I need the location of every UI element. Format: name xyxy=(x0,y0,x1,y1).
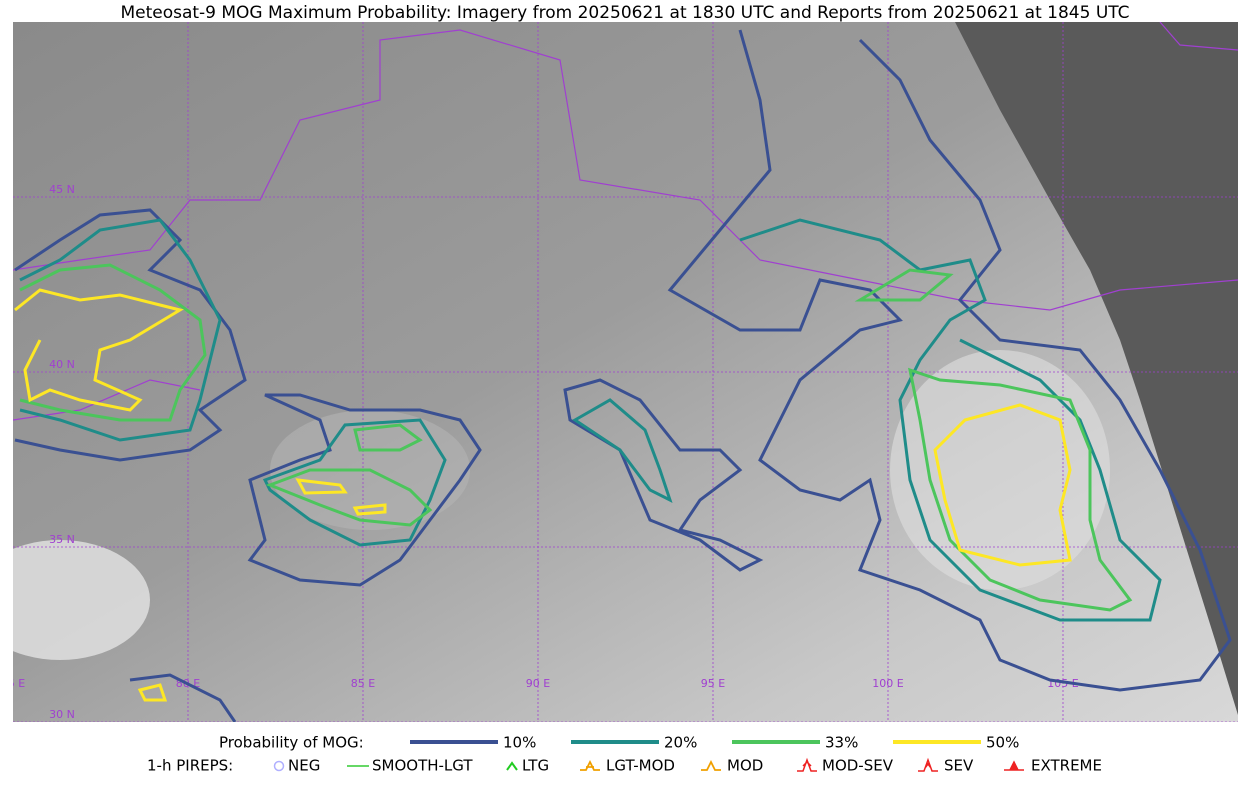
pirep-label: EXTREME xyxy=(1031,757,1102,775)
legend-title: Probability of MOG: xyxy=(219,734,364,752)
contour-50 xyxy=(933,403,1072,567)
pirep-label: SEV xyxy=(944,757,974,775)
icon-sev xyxy=(918,757,938,772)
pireps-title: 1-h PIREPS: xyxy=(147,757,233,775)
title: Meteosat-9 MOG Maximum Probability: Imag… xyxy=(120,3,1129,23)
pirep-label: LGT-MOD xyxy=(606,757,675,775)
contour-33 xyxy=(19,263,207,422)
contour-20 xyxy=(739,218,1162,622)
legend-label: 20% xyxy=(664,734,697,752)
contour-50 xyxy=(352,503,387,516)
contour-50 xyxy=(137,683,168,702)
pirep-label: MOD-SEV xyxy=(822,757,894,775)
icon-ltg xyxy=(506,761,518,771)
legend-label: 10% xyxy=(503,734,536,752)
contour-33 xyxy=(908,367,1133,612)
icon-extreme xyxy=(1004,760,1024,771)
contour-10 xyxy=(14,208,247,462)
legend-label: 50% xyxy=(986,734,1019,752)
pirep-label: SMOOTH-LGT xyxy=(372,757,473,775)
contour-10 xyxy=(129,673,237,722)
contour-10 xyxy=(667,29,1232,692)
lat-label: 45 N xyxy=(49,183,75,196)
lat-label: 30 N xyxy=(49,708,75,721)
contour-33 xyxy=(353,423,423,452)
contour-20 xyxy=(262,418,447,547)
legend-label: 33% xyxy=(825,734,858,752)
pirep-label: LTG xyxy=(522,757,549,775)
lon-label: 95 E xyxy=(701,677,725,690)
icon-neg xyxy=(273,760,285,772)
border xyxy=(1159,22,1238,51)
contour-10 xyxy=(563,378,764,572)
contour-20 xyxy=(572,398,673,503)
map: 75 E 80 E 85 E 90 E 95 E 100 E 105 E45 N40 N35… xyxy=(1,22,1238,722)
border xyxy=(13,29,1238,311)
cloud xyxy=(13,540,150,660)
lat-label: 40 N xyxy=(49,358,75,371)
contour-50 xyxy=(14,288,184,412)
contour-10 xyxy=(247,393,482,587)
contour-50 xyxy=(295,478,348,495)
lon-label: 75 E xyxy=(1,677,25,690)
contour-33 xyxy=(265,468,433,527)
no-data-region xyxy=(955,22,1238,715)
border xyxy=(13,379,201,421)
lat-label: 35 N xyxy=(49,533,75,546)
lon-label: 85 E xyxy=(351,677,375,690)
cloud xyxy=(890,350,1110,590)
icon-mod-sev xyxy=(797,757,817,772)
contour-20 xyxy=(19,218,222,442)
pirep-label: NEG xyxy=(288,757,320,775)
lon-label: 100 E xyxy=(872,677,903,690)
lon-label: 90 E xyxy=(526,677,550,690)
icon-lgt-mod xyxy=(580,759,600,771)
pirep-label: MOD xyxy=(727,757,763,775)
contour-33 xyxy=(854,268,954,302)
icon-mod xyxy=(701,759,721,771)
